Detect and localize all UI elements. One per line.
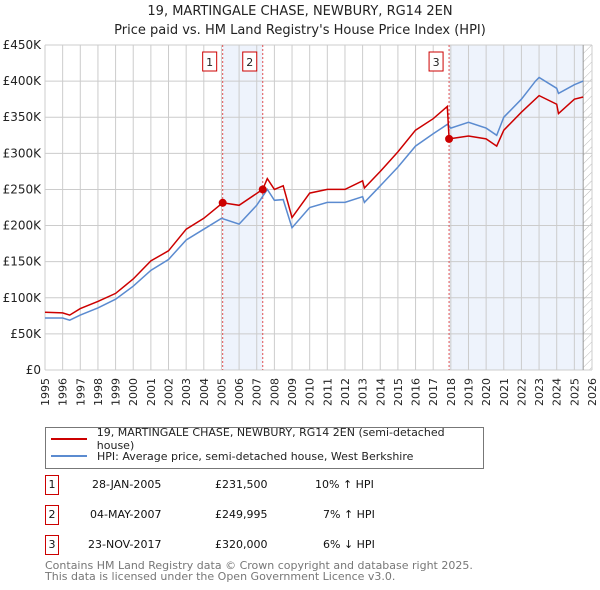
shaded-region <box>222 45 263 370</box>
y-tick-label: £200K <box>3 219 43 233</box>
sale-label-box <box>428 51 444 72</box>
chart-subtitle: Price paid vs. HM Land Registry's House … <box>114 23 486 38</box>
x-tick-label: 2010 <box>304 378 317 406</box>
x-tick-label: 1996 <box>57 378 70 406</box>
x-tick-label: 2025 <box>568 378 581 406</box>
legend-item-hpi: HPI: Average price, semi-detached house,… <box>51 448 413 464</box>
x-tick-label: 2020 <box>480 378 493 406</box>
chart-title: 19, MARTINGALE CHASE, NEWBURY, RG14 2EN <box>147 4 453 19</box>
x-tick-label: 2016 <box>410 378 423 406</box>
x-tick-label: 2018 <box>445 378 458 406</box>
legend-swatch-red <box>51 438 87 440</box>
x-tick-label: 2008 <box>268 378 281 406</box>
x-tick-label: 2019 <box>462 378 475 406</box>
chart: 1995 1996 1997 1998 1999 2000 2001 2002 2003 2004… <box>3 38 599 406</box>
legend-label: 19, MARTINGALE CHASE, NEWBURY, RG14 2EN … <box>96 426 445 452</box>
y-tick-label: £150K <box>3 255 43 269</box>
sale-label: 1 <box>206 56 213 69</box>
x-tick-label: 2013 <box>357 378 370 406</box>
x-tick-label: 2022 <box>515 378 528 406</box>
sale-label-box <box>242 51 258 72</box>
x-tick-label: 2023 <box>533 378 546 406</box>
sale-label: 2 <box>246 56 253 69</box>
sale-price: £231,500 <box>215 478 268 491</box>
y-tick-label: £100K <box>3 291 43 305</box>
y-tick-label: £250K <box>3 182 43 196</box>
sale-label-box <box>202 51 218 72</box>
y-tick-label: £400K <box>3 74 43 88</box>
y-tick-label: £450K <box>3 38 43 52</box>
x-tick-label: 2021 <box>498 378 511 406</box>
x-tick-label: 2001 <box>145 378 158 406</box>
forecast-hatch <box>583 45 592 370</box>
sale-badge: 2 <box>45 505 59 525</box>
sale-hpi: 6% ↓ HPI <box>323 538 375 551</box>
series-line <box>44 94 584 316</box>
sale-date: 28-JAN-2005 <box>92 478 162 491</box>
sale-point <box>258 185 267 194</box>
y-tick-label: £300K <box>3 146 43 160</box>
x-tick-label: 2009 <box>286 378 299 406</box>
x-tick-label: 1998 <box>92 378 105 406</box>
x-tick-label: 2017 <box>427 378 440 406</box>
x-tick-label: 2003 <box>180 378 193 406</box>
legend-item-property: 19, MARTINGALE CHASE, NEWBURY, RG14 2EN … <box>51 426 483 452</box>
sale-date: 23-NOV-2017 <box>88 538 162 551</box>
x-tick-label: 1997 <box>74 378 87 406</box>
x-tick-label: 2012 <box>339 378 352 406</box>
y-tick-label: £50K <box>10 327 42 341</box>
sale-price: £320,000 <box>215 538 268 551</box>
sale-date: 04-MAY-2007 <box>90 508 162 521</box>
legend: 19, MARTINGALE CHASE, NEWBURY, RG14 2EN … <box>45 426 484 469</box>
sale-badge: 3 <box>45 535 59 555</box>
footer: Contains HM Land Registry data © Crown c… <box>45 560 473 582</box>
x-tick-label: 2015 <box>392 378 405 406</box>
sale-hpi: 10% ↑ HPI <box>315 478 374 491</box>
footer-licence: This data is licensed under the Open Gov… <box>45 570 396 583</box>
x-tick-label: 2014 <box>374 378 387 406</box>
sale-price: £249,995 <box>215 508 268 521</box>
legend-label: HPI: Average price, semi-detached house,… <box>97 449 414 463</box>
sale-label: 3 <box>433 56 440 69</box>
sale-point <box>218 198 227 207</box>
x-tick-label: 2026 <box>586 378 599 406</box>
x-tick-label: 1999 <box>110 378 123 406</box>
footer-copyright: Contains HM Land Registry data © Crown c… <box>45 559 473 572</box>
x-tick-label: 2024 <box>551 378 564 406</box>
x-tick-label: 2007 <box>251 378 264 406</box>
legend-swatch-blue <box>51 455 87 457</box>
series-line <box>45 76 584 322</box>
x-tick-label: 2006 <box>233 378 246 406</box>
x-tick-label: 2011 <box>321 378 334 406</box>
x-tick-label: 1995 <box>39 378 52 406</box>
x-tick-label: 2004 <box>198 378 211 406</box>
sale-point <box>445 134 454 143</box>
sale-hpi: 7% ↑ HPI <box>323 508 375 521</box>
y-tick-label: £350K <box>3 110 43 124</box>
shaded-region <box>449 45 584 370</box>
sale-badge: 1 <box>45 475 59 495</box>
x-tick-label: 2005 <box>215 378 228 406</box>
x-tick-label: 2002 <box>163 378 176 406</box>
y-tick-label: £0 <box>26 363 41 377</box>
x-tick-label: 2000 <box>127 378 140 406</box>
